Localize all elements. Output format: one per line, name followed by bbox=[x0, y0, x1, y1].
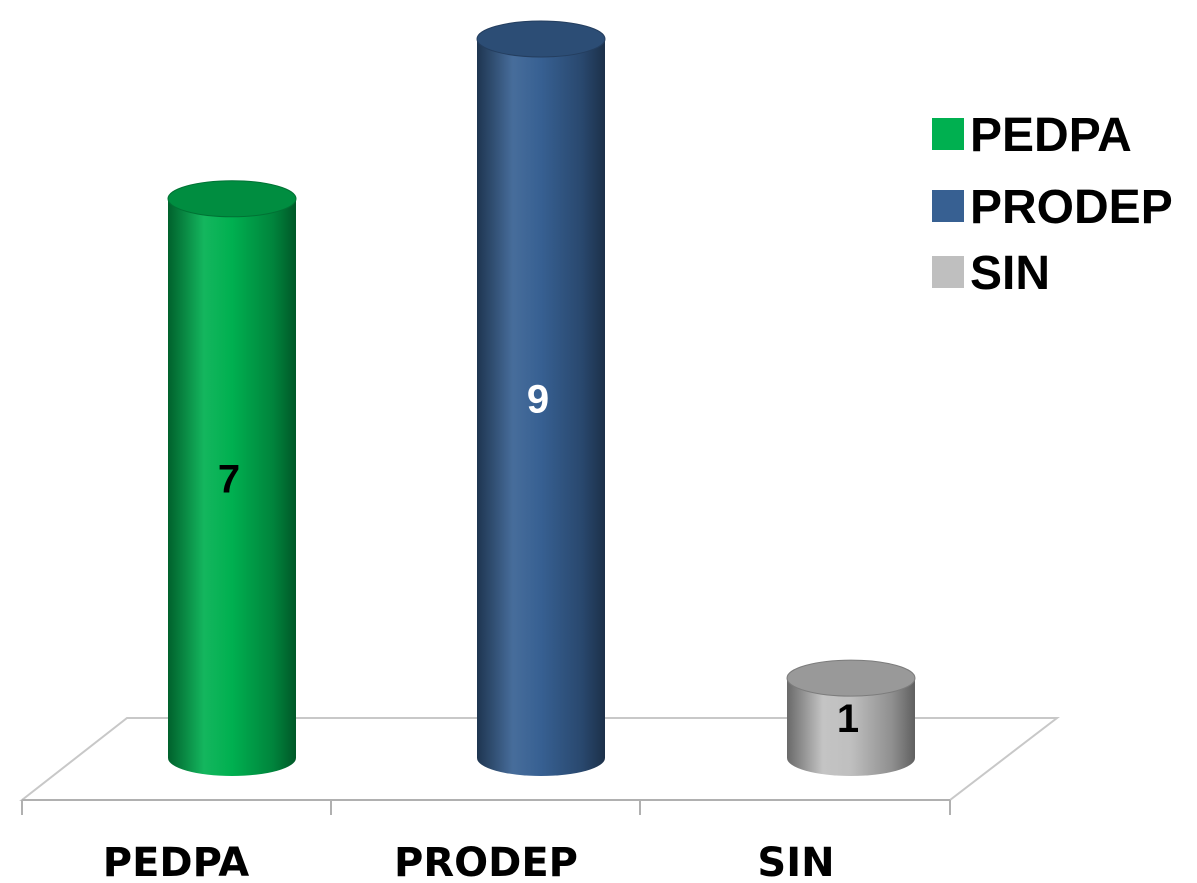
data-label: 1 bbox=[837, 697, 859, 741]
legend: PEDPA PRODEP SIN bbox=[932, 109, 1173, 300]
bars-layer: 7 9 1 bbox=[167, 20, 916, 776]
bar-prodep: 9 bbox=[476, 20, 606, 776]
bar-sin: 1 bbox=[786, 659, 916, 776]
legend-label: SIN bbox=[970, 247, 1050, 300]
bar-top bbox=[167, 180, 297, 218]
data-label: 7 bbox=[218, 457, 240, 501]
x-tick-label: SIN bbox=[757, 840, 834, 883]
legend-item: PRODEP bbox=[932, 181, 1173, 234]
bar-pedpa: 7 bbox=[167, 180, 297, 776]
bar-top bbox=[476, 20, 606, 58]
bar-body bbox=[477, 38, 605, 776]
bar-body bbox=[787, 678, 915, 776]
legend-label: PRODEP bbox=[970, 181, 1173, 234]
bar-top bbox=[786, 659, 916, 697]
legend-label: PEDPA bbox=[970, 109, 1132, 162]
legend-swatch bbox=[932, 256, 964, 288]
x-tick-label: PRODEP bbox=[394, 840, 578, 883]
legend-swatch bbox=[932, 118, 964, 150]
legend-item: PEDPA bbox=[932, 109, 1132, 162]
legend-item: SIN bbox=[932, 247, 1050, 300]
data-label: 9 bbox=[527, 377, 549, 421]
legend-swatch bbox=[932, 190, 964, 222]
x-tick-label: PEDPA bbox=[103, 840, 249, 883]
x-axis-labels: PEDPA PRODEP SIN bbox=[103, 840, 835, 883]
bar-body bbox=[168, 198, 296, 776]
